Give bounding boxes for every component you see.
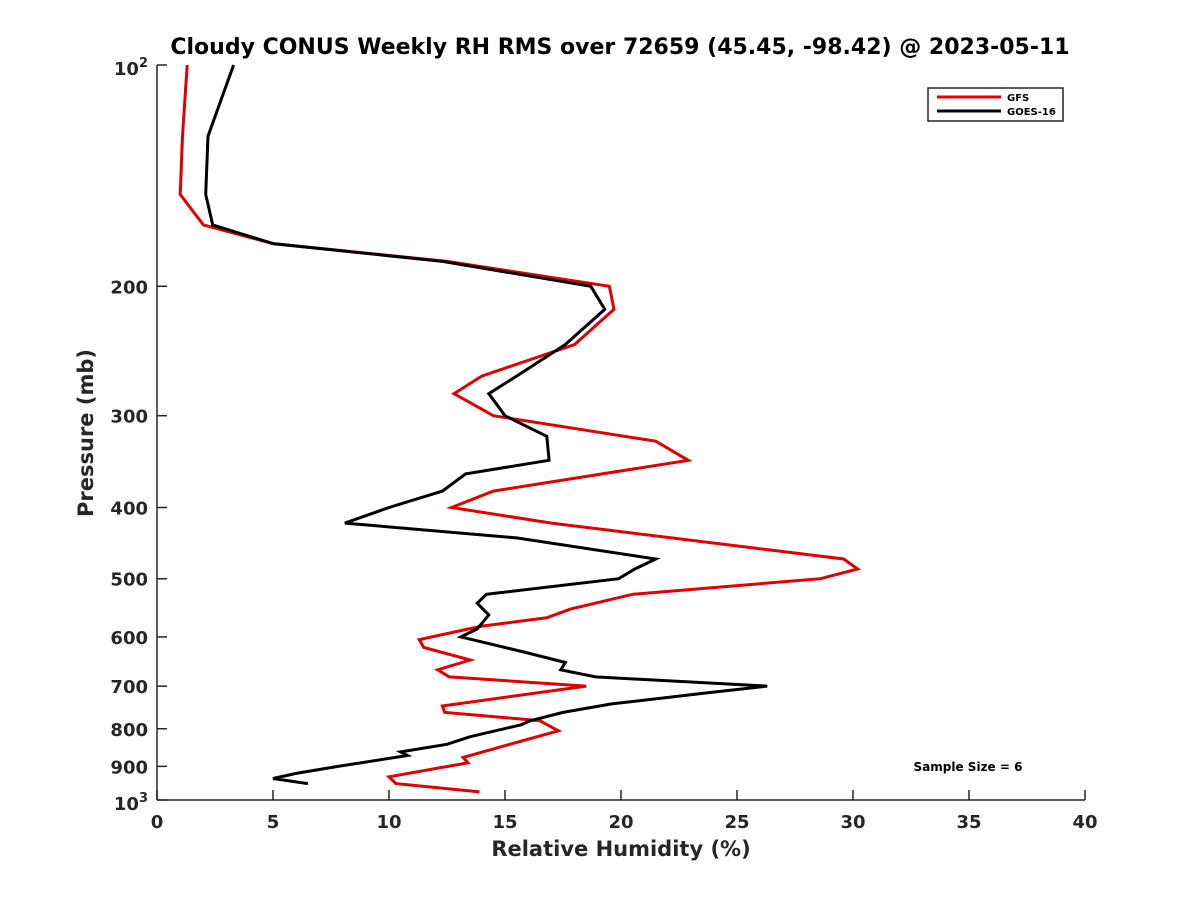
y-tick-label: 600 — [110, 628, 148, 649]
sample-size-annotation: Sample Size = 6 — [914, 760, 1023, 774]
x-tick-label: 35 — [956, 812, 981, 833]
y-tick-label: 500 — [110, 570, 148, 591]
x-tick-label: 20 — [608, 812, 633, 833]
y-tick-label: 400 — [110, 499, 148, 520]
chart-title: Cloudy CONUS Weekly RH RMS over 72659 (4… — [170, 35, 1069, 60]
y-tick-label: 300 — [110, 407, 148, 428]
x-tick-label: 15 — [492, 812, 517, 833]
legend-label: GOES-16 — [1007, 107, 1056, 118]
x-tick-label: 0 — [151, 812, 164, 833]
series-layer — [178, 64, 862, 794]
y-tick-label: 102 — [114, 56, 148, 80]
ticks: 0 5 10 15 20 25 30 35 40 102 200 300 400 500 600 700 800… — [110, 56, 1097, 833]
x-tick-label: 40 — [1072, 812, 1097, 833]
x-tick-label: 10 — [376, 812, 401, 833]
y-tick-label: 700 — [110, 677, 148, 698]
x-tick-label: 5 — [267, 812, 280, 833]
legend-box — [927, 87, 1064, 122]
x-tick-label: 25 — [724, 812, 749, 833]
series-line-gfs — [178, 64, 862, 794]
legend-label: GFS — [1007, 93, 1029, 104]
y-tick-label: 103 — [114, 791, 148, 815]
x-tick-label: 30 — [840, 812, 865, 833]
y-axis-label: Pressure (mb) — [74, 349, 98, 517]
x-axis-label: Relative Humidity (%) — [491, 837, 750, 861]
y-tick-label: 800 — [110, 720, 148, 741]
y-tick-label: 900 — [110, 757, 148, 778]
legend: GFS GOES-16 — [927, 87, 1064, 122]
series-line-goes-16 — [204, 64, 768, 786]
y-tick-label: 200 — [110, 277, 148, 298]
